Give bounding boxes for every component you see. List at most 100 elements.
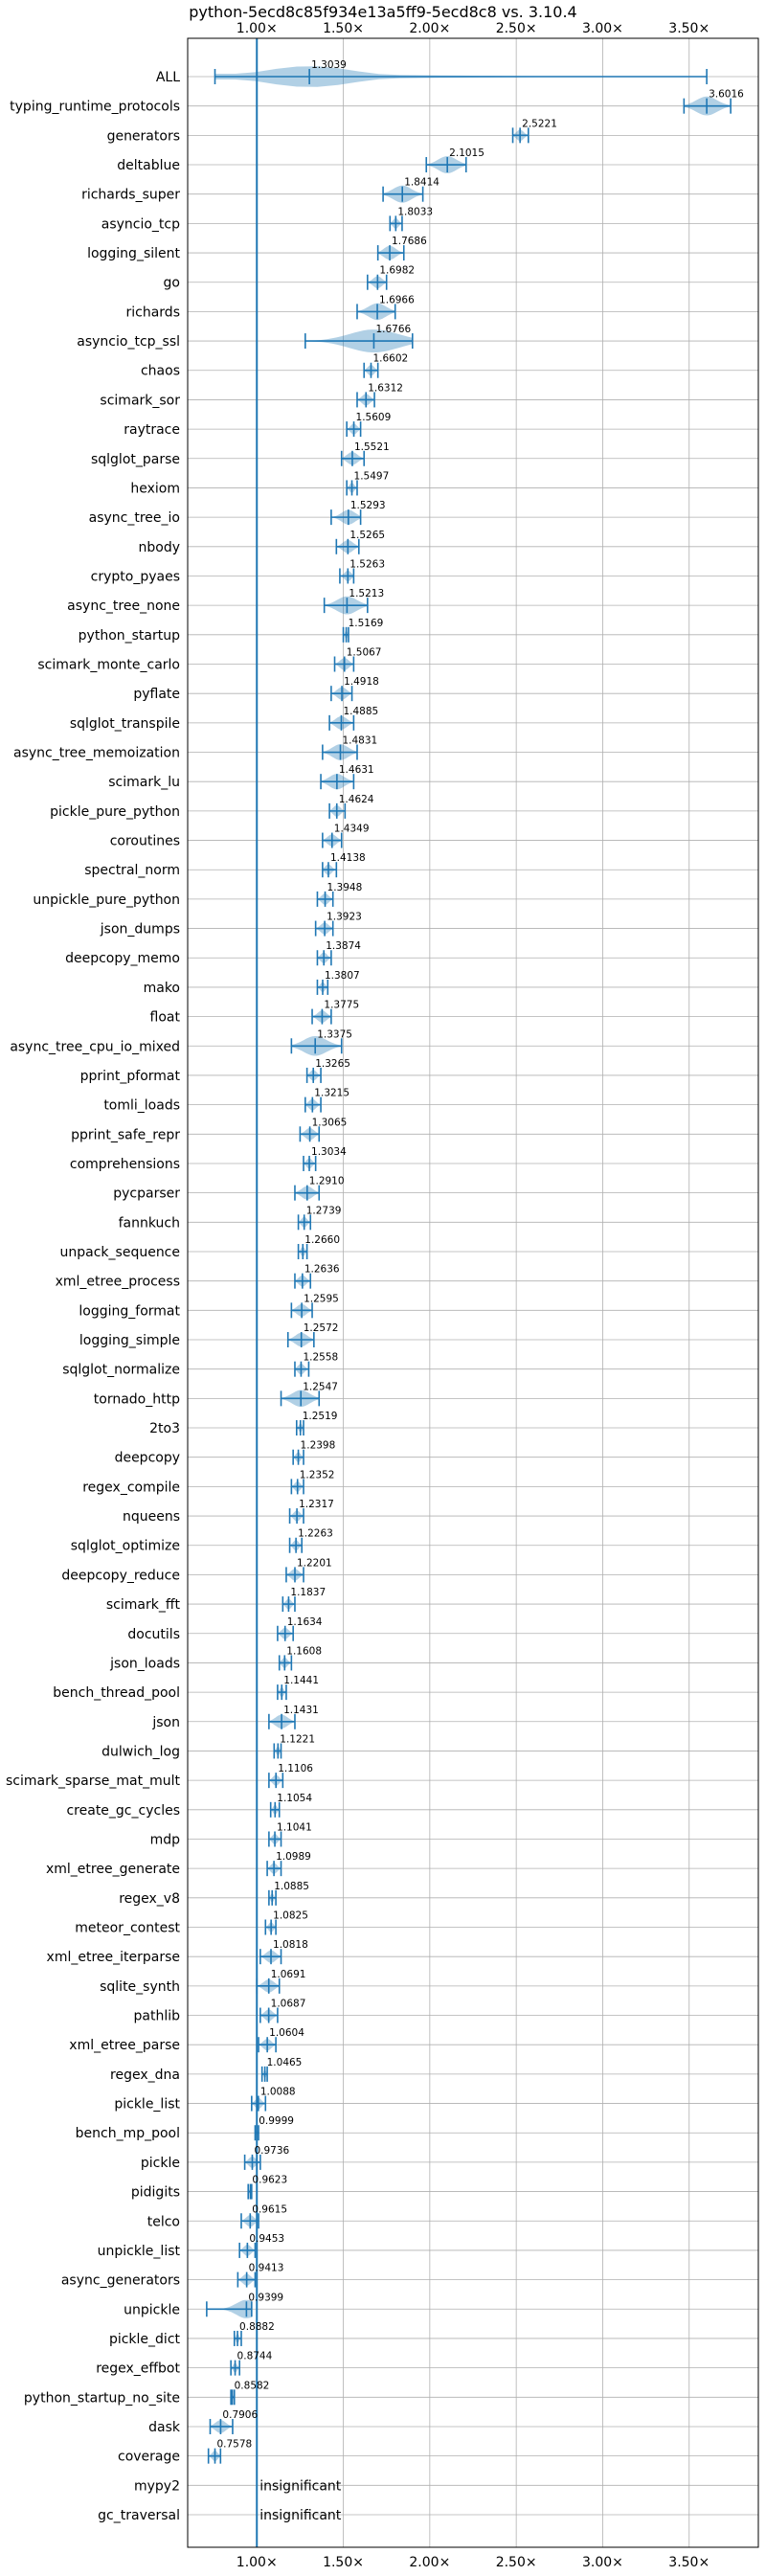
value-label-hexiom: 1.5497 [354,470,390,482]
category-label-raytrace: raytrace [124,422,180,438]
violin-crypto_pyaes [339,568,355,584]
value-label-go: 1.6982 [379,265,415,277]
value-label-scimark_lu: 1.4631 [339,764,374,776]
violin-typing_runtime_protocols [683,96,732,116]
violin-fannkuch [297,1214,312,1231]
value-label-logging_simple: 1.2572 [304,1322,339,1334]
violin-sqlite_synth [256,1977,281,1994]
violin-xml_etree_generate [266,1861,282,1877]
value-label-scimark_fft: 1.1837 [290,1587,326,1598]
violin-pickle_dict [233,2330,242,2346]
violin-chaos [363,362,379,378]
value-label-regex_dna: 1.0465 [267,2057,303,2068]
violin-pyflate [330,686,353,702]
category-label-dask: dask [148,2420,181,2435]
x-tick-label-bottom: 3.50× [668,2555,710,2570]
value-label-pprint_pformat: 1.3265 [315,1058,350,1070]
plot-frame [187,37,759,2548]
value-label-async_tree_io: 1.5293 [350,500,386,511]
violin-regex_compile [290,1479,304,1495]
value-label-ALL: 1.3039 [311,59,347,71]
violin-docutils [277,1625,294,1641]
violin-async_tree_memoization [322,744,358,760]
value-label-xml_etree_iterparse: 1.0818 [273,1939,308,1951]
value-label-python_startup_no_site: 0.8582 [235,2380,270,2391]
value-label-regex_compile: 1.2352 [300,1469,335,1480]
category-label-docutils: docutils [127,1627,180,1642]
category-label-pprint_safe_repr: pprint_safe_repr [71,1127,180,1142]
category-label-chaos: chaos [141,364,180,379]
category-label-async_tree_cpu_io_mixed: async_tree_cpu_io_mixed [10,1039,180,1054]
value-label-bench_mp_pool: 0.9999 [259,2115,294,2127]
value-label-python_startup: 1.5169 [349,618,384,629]
value-label-regex_effbot: 0.8744 [237,2351,273,2362]
x-tick-label-top: 1.00× [237,21,278,36]
value-label-dask: 0.7906 [222,2409,258,2421]
category-label-asyncio_tcp: asyncio_tcp [101,216,180,232]
category-label-unpickle_pure_python: unpickle_pure_python [33,893,180,908]
value-label-asyncio_tcp_ssl: 1.6766 [375,324,411,335]
x-tick-label-bottom: 1.50× [323,2555,364,2570]
value-label-pidigits: 0.9623 [252,2175,287,2186]
value-label-sqlglot_transpile: 1.4885 [343,706,378,717]
category-label-generators: generators [107,128,180,144]
category-label-pickle: pickle [141,2156,180,2171]
value-label-xml_etree_generate: 1.0989 [276,1851,311,1863]
category-label-async_tree_memoization: async_tree_memoization [13,746,180,761]
value-label-json_dumps: 1.3923 [327,912,362,923]
value-label-json_loads: 1.1608 [286,1645,322,1657]
violin-async_generators [237,2271,257,2288]
category-label-asyncio_tcp_ssl: asyncio_tcp_ssl [77,334,180,350]
insignificant-label-mypy2: insignificant [259,2478,342,2494]
category-label-deepcopy_memo: deepcopy_memo [65,951,180,966]
category-label-regex_effbot: regex_effbot [96,2361,180,2377]
insignificant-label-gc_traversal: insignificant [259,2508,342,2523]
violin-richards [356,303,396,321]
x-tick-label-top: 1.50× [323,21,364,36]
value-label-pickle_pure_python: 1.4624 [339,794,374,805]
value-label-coroutines: 1.4349 [334,824,370,835]
value-label-telco: 0.9615 [252,2203,287,2215]
category-label-go: go [164,276,180,291]
value-label-coverage: 0.7578 [216,2439,252,2451]
value-label-logging_silent: 1.7686 [392,236,427,247]
value-label-fannkuch: 1.2739 [306,1205,342,1216]
category-label-sqlglot_normalize: sqlglot_normalize [62,1363,180,1378]
x-axis-ticks: 1.00× 1.00× 1.50× 1.50× 2.00× 2.00× 2.50× 2.50×… [237,21,710,2570]
value-label-xml_etree_process: 1.2636 [304,1264,340,1276]
violin-coroutines [322,832,343,848]
violin-tomli_loads [304,1096,322,1113]
value-label-pprint_safe_repr: 1.3065 [312,1117,348,1128]
category-label-python_startup_no_site: python_startup_no_site [24,2390,180,2406]
value-label-float: 1.3775 [324,1000,359,1011]
value-label-chaos: 1.6602 [372,353,408,365]
category-label-sqlglot_parse: sqlglot_parse [91,452,180,467]
value-label-sqlglot_optimize: 1.2263 [298,1528,333,1540]
value-label-deepcopy: 1.2398 [301,1440,336,1452]
violin-spectral_norm [322,862,338,878]
category-label-telco: telco [147,2214,180,2229]
value-label-unpickle_list: 0.9453 [249,2233,284,2245]
category-label-xml_etree_process: xml_etree_process [56,1275,180,1290]
category-label-unpickle_list: unpickle_list [98,2244,181,2259]
category-label-scimark_monte_carlo: scimark_monte_carlo [37,657,180,672]
category-label-async_generators: async_generators [61,2273,180,2289]
violin-bench_thread_pool [277,1684,287,1701]
category-label-meteor_contest: meteor_contest [75,1921,180,1936]
category-label-mako: mako [144,981,180,996]
category-label-richards: richards [126,305,181,320]
violin-asyncio_tcp_ssl [304,329,414,352]
x-tick-label-top: 2.50× [496,21,537,36]
category-label-richards_super: richards_super [81,188,180,203]
value-label-raytrace: 1.5609 [356,412,392,423]
violin-xml_etree_process [294,1273,312,1289]
violin-unpack_sequence [297,1243,308,1259]
category-label-xml_etree_generate: xml_etree_generate [46,1862,180,1877]
value-label-deepcopy_memo: 1.3874 [326,940,361,952]
value-label-regex_v8: 1.0885 [274,1881,309,1892]
value-label-pickle: 0.9736 [254,2145,289,2157]
category-label-crypto_pyaes: crypto_pyaes [91,569,180,584]
violin-scimark_sor [356,392,375,408]
category-label-pickle_pure_python: pickle_pure_python [50,804,180,820]
violin-tornado_http [280,1390,321,1408]
